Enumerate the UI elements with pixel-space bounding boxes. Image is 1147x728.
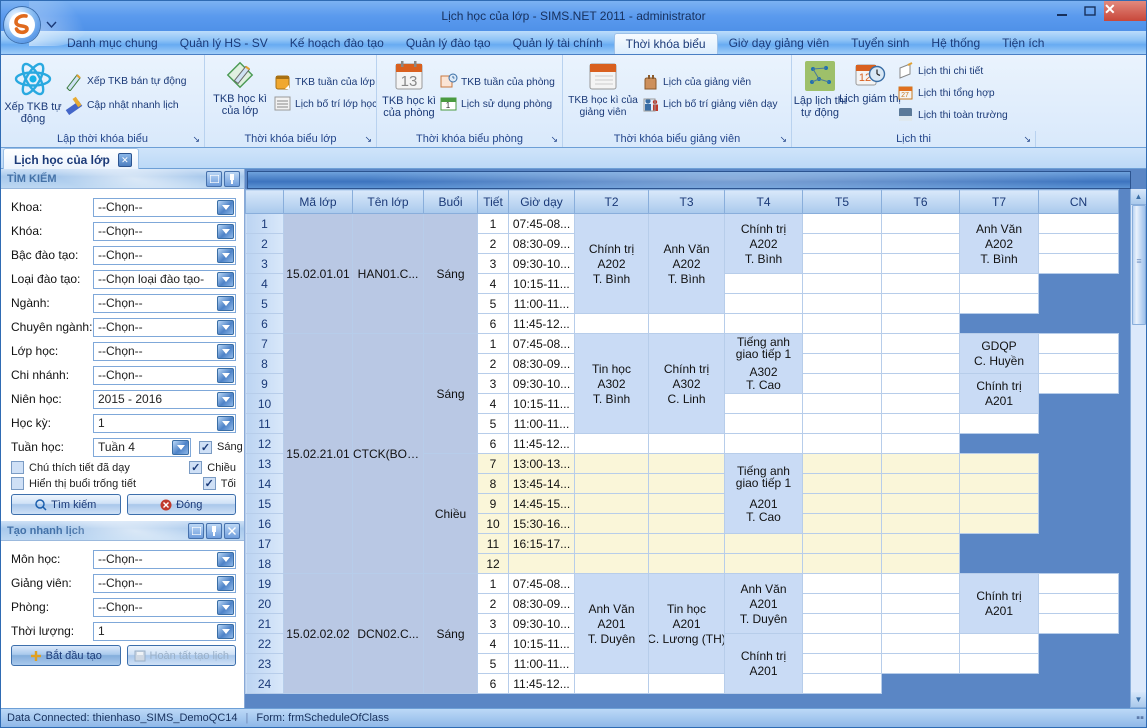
svg-text:27: 27	[901, 92, 909, 99]
svg-text:13: 13	[401, 73, 418, 90]
svg-text:1: 1	[446, 101, 451, 110]
